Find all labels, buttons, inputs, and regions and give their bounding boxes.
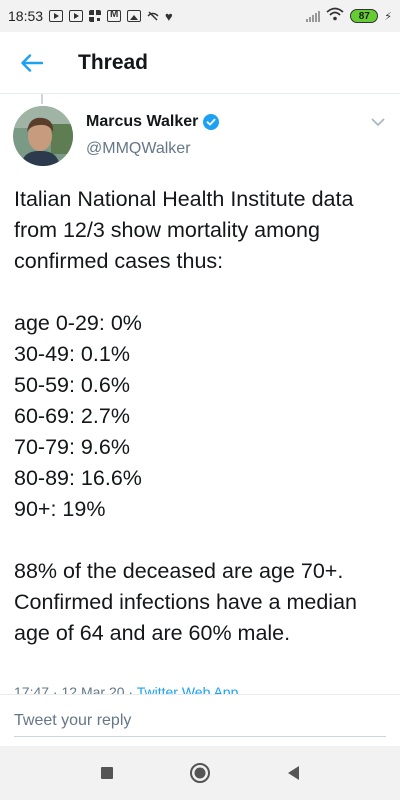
image-icon	[127, 10, 142, 22]
verified-badge-icon	[203, 114, 220, 130]
tweet-text: Italian National Health Institute data f…	[14, 187, 357, 645]
status-bar: 18:53 ♥ 87 ⚡	[0, 0, 400, 32]
tweet-meta: 17:47 · 12 Mar 20 · Twitter Web App	[14, 684, 238, 694]
app-header: Thread	[0, 32, 400, 94]
author-name-text: Marcus Walker	[86, 113, 199, 130]
page-title: Thread	[78, 50, 149, 74]
cell-signal-icon	[306, 10, 321, 22]
home-button[interactable]	[180, 753, 220, 793]
wifi-icon	[326, 7, 344, 26]
video-icon	[69, 10, 84, 22]
notification-icons: ♥	[49, 9, 173, 24]
square-icon	[100, 767, 113, 779]
tweet-timestamp: 17:47 · 12 Mar 20 ·	[14, 684, 137, 694]
tweet-source-link[interactable]: Twitter Web App	[136, 684, 239, 694]
status-time: 18:53	[8, 8, 44, 24]
system-nav-bar	[0, 746, 400, 800]
chevron-down-icon	[371, 118, 385, 127]
battery-icon: 87	[350, 9, 379, 23]
author-name[interactable]: Marcus Walker	[86, 113, 220, 131]
heart-icon: ♥	[165, 8, 173, 24]
tweet-options-button[interactable]	[368, 114, 388, 130]
tweet: Marcus Walker @MMQWalker Italian Nationa…	[0, 94, 400, 694]
back-button[interactable]	[0, 32, 64, 94]
charging-icon: ⚡	[384, 10, 392, 23]
author-handle[interactable]: @MMQWalker	[86, 140, 191, 157]
status-right: 87 ⚡	[306, 7, 392, 26]
qr-icon	[89, 10, 102, 22]
recents-button[interactable]	[87, 753, 127, 793]
reply-bar	[0, 694, 400, 746]
back-nav-button[interactable]	[273, 753, 313, 793]
youtube-icon	[49, 10, 64, 22]
arrow-left-icon	[21, 53, 43, 72]
triangle-back-icon	[288, 766, 300, 780]
no-signal-icon	[147, 10, 159, 22]
avatar[interactable]	[13, 106, 73, 166]
thread-line	[41, 94, 43, 104]
reply-input[interactable]	[14, 705, 386, 737]
circle-icon	[189, 763, 210, 783]
mail-icon	[107, 9, 122, 22]
